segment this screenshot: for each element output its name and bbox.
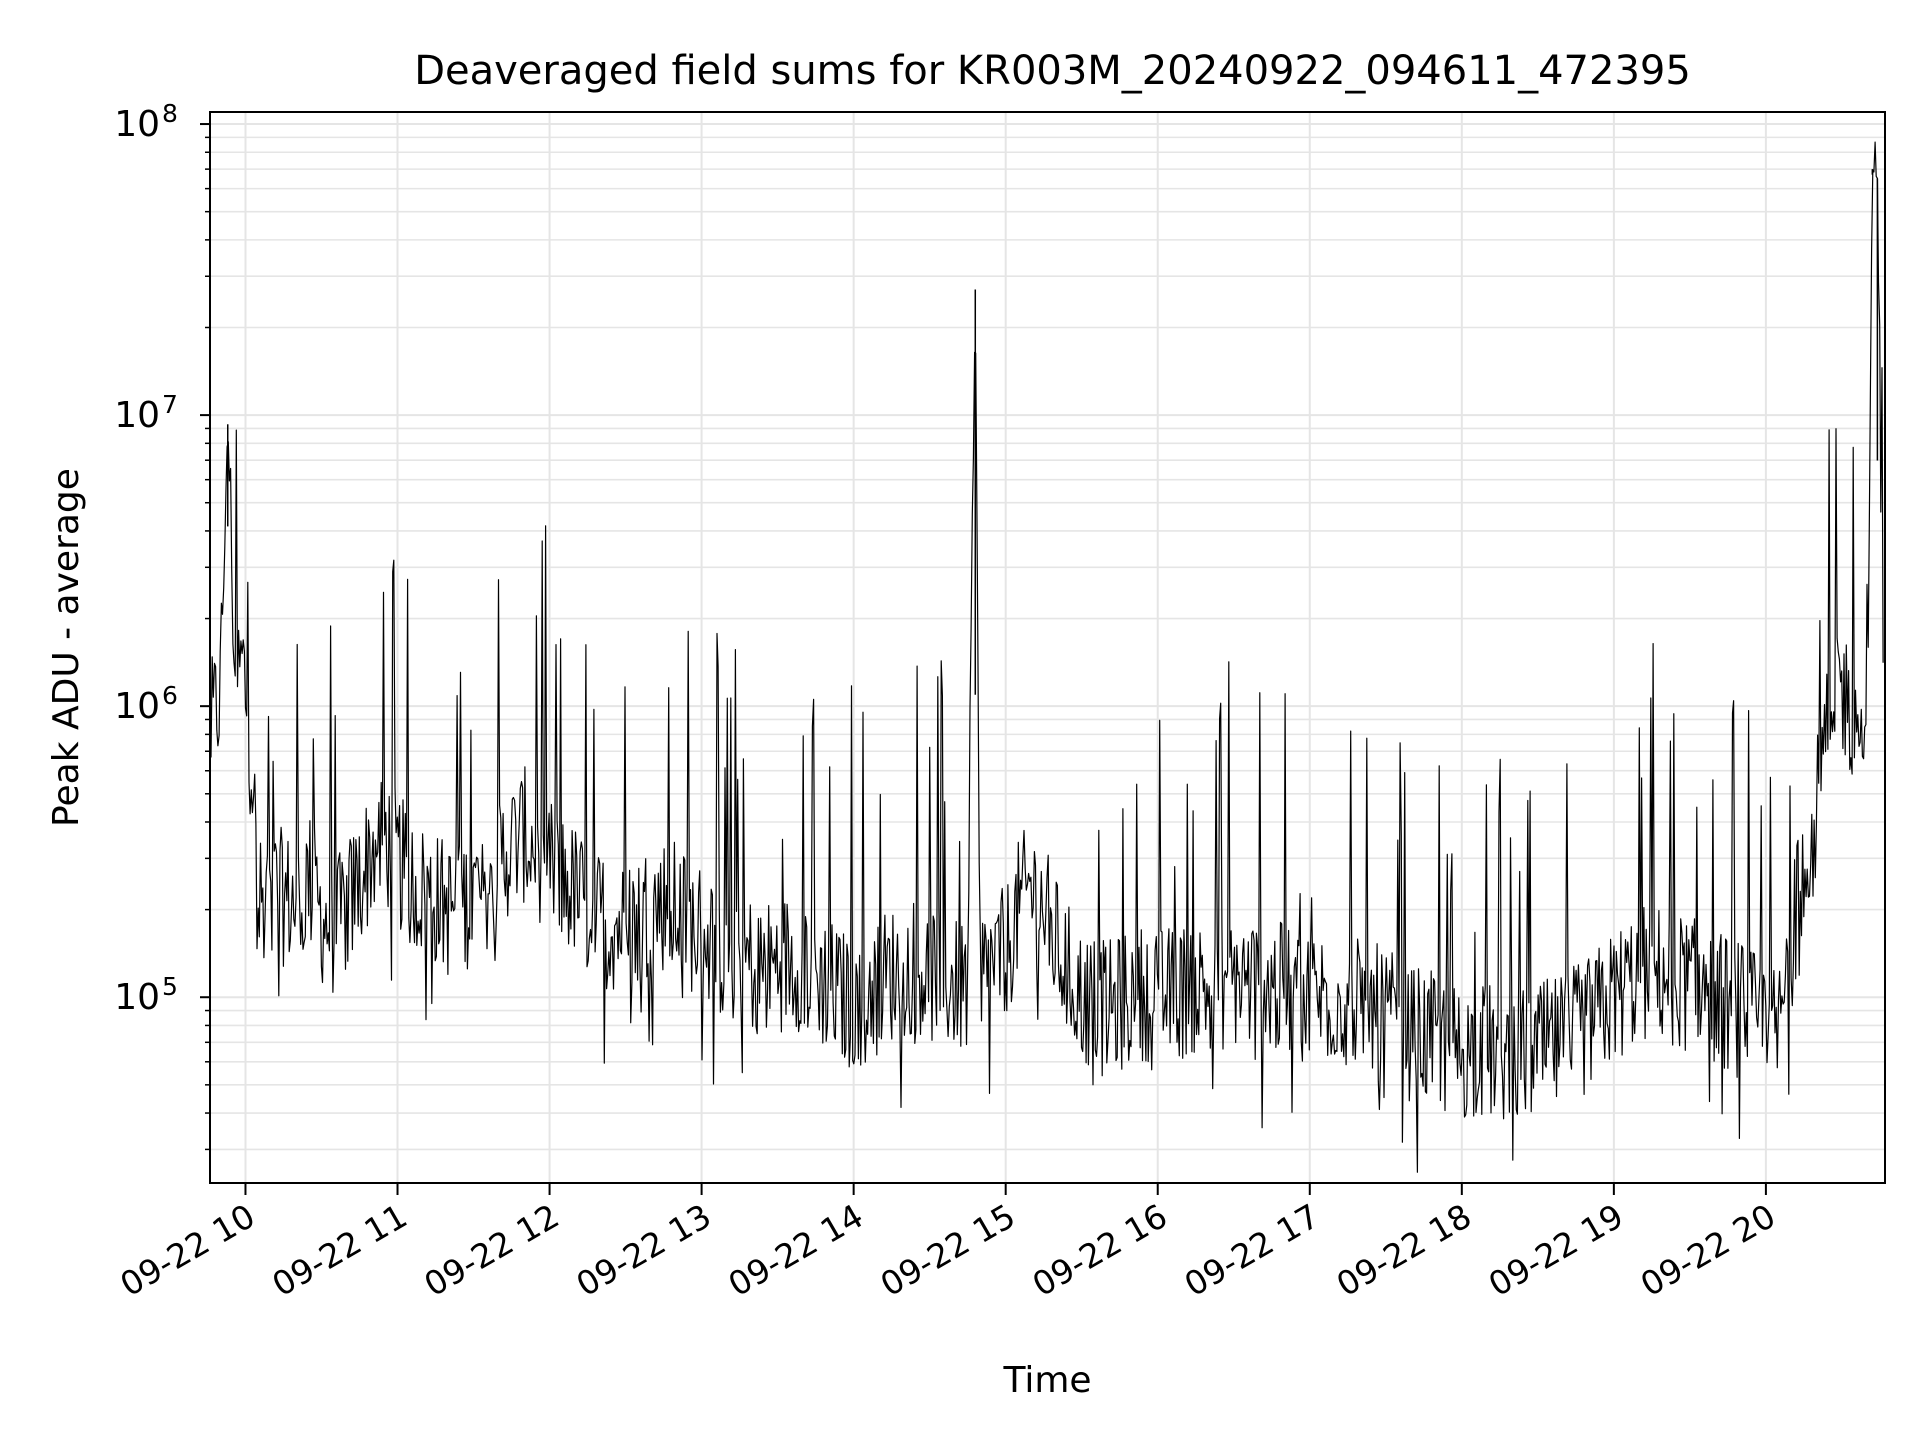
y-tick-label: 10 [114, 977, 160, 1018]
y-tick-label: 10 [114, 686, 160, 727]
y-axis-label: Peak ADU - average [46, 468, 87, 827]
axes-frame [209, 111, 1886, 1184]
y-tick-label: 10 [114, 395, 160, 436]
y-tick-label-exponent: 6 [162, 681, 178, 710]
y-tick-label-exponent: 5 [162, 972, 178, 1001]
y-tick-label-exponent: 7 [162, 390, 178, 419]
y-tick-label-exponent: 8 [162, 99, 178, 128]
chart-title: Deaveraged field sums for KR003M_2024092… [414, 48, 1691, 94]
series-line [210, 141, 1884, 1173]
plot-area [210, 141, 1884, 1173]
y-tick-label: 10 [114, 104, 160, 145]
x-axis-label: Time [1002, 1360, 1091, 1401]
